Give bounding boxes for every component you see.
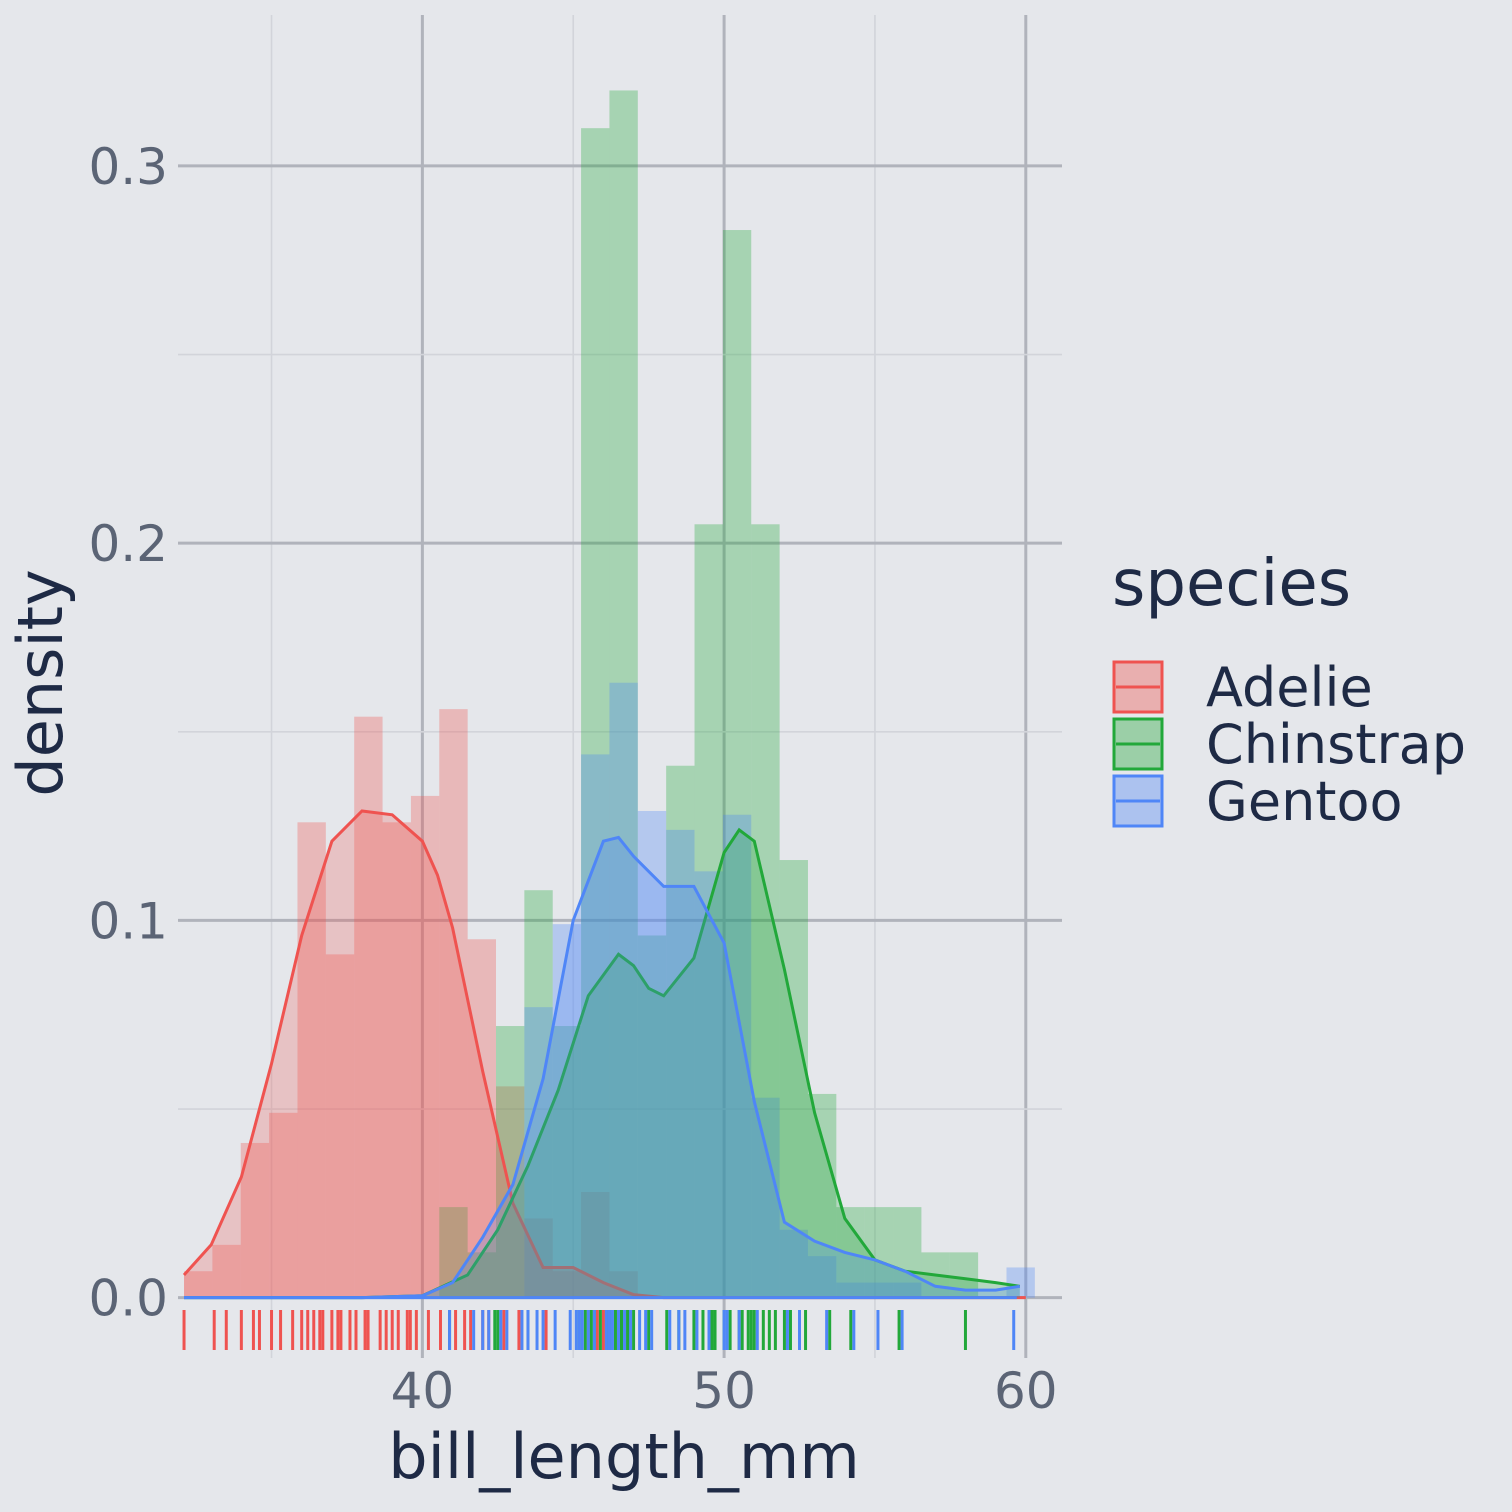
grid: [178, 15, 1062, 1358]
rug-marks: [182, 1310, 1016, 1350]
x-axis-title: bill_length_mm: [388, 1420, 859, 1493]
y-tick-label: 0.0: [88, 1270, 168, 1328]
x-tick-label: 60: [994, 1362, 1058, 1420]
histogram-bar-adelie: [240, 1142, 270, 1298]
histogram-bar-adelie: [325, 954, 355, 1298]
legend-label-adelie: Adelie: [1206, 656, 1373, 719]
y-axis-title: density: [4, 569, 77, 796]
histogram-bar-gentoo: [666, 829, 695, 1298]
histogram-bar-gentoo: [581, 754, 610, 1298]
histogram-bar-adelie: [439, 709, 468, 1298]
histogram-bar-chinstrap: [779, 860, 808, 1298]
histogram-bar-gentoo: [637, 810, 667, 1298]
y-tick-label: 0.3: [88, 138, 168, 196]
legend-title: species: [1112, 547, 1351, 621]
legend-label-chinstrap: Chinstrap: [1206, 713, 1466, 776]
density-area-adelie: [184, 811, 1026, 1298]
histogram-bar-chinstrap: [467, 1252, 496, 1298]
histogram-bar-gentoo: [864, 1282, 894, 1298]
histogram-bar-adelie: [269, 1112, 298, 1298]
histogram-bar-adelie: [410, 795, 440, 1298]
density-line-gentoo: [184, 835, 1021, 1300]
histogram-bar-chinstrap: [893, 1207, 922, 1298]
histogram-bar-gentoo: [779, 1229, 808, 1298]
histogram-bar-adelie: [382, 822, 411, 1298]
histogram-bar-adelie: [184, 1271, 213, 1298]
density-area-chinstrap: [184, 829, 1020, 1298]
density-line-adelie: [182, 809, 1026, 1300]
histogram-bar-gentoo: [609, 682, 638, 1298]
density-area-gentoo: [184, 837, 1020, 1298]
histogram-bar-gentoo: [1006, 1267, 1035, 1298]
histogram-bar-chinstrap: [666, 765, 695, 1298]
histogram-bar-chinstrap: [552, 1026, 582, 1298]
density-curves: [182, 809, 1026, 1300]
histogram-bar-adelie: [552, 1271, 582, 1298]
histogram-bar-chinstrap: [722, 230, 752, 1298]
axis-ticks: 40 50 60 0.0 0.1 0.2 0.3: [88, 138, 1057, 1420]
legend-label-gentoo: Gentoo: [1206, 770, 1403, 833]
histogram-bar-gentoo: [751, 1097, 780, 1298]
histogram-bar-chinstrap: [807, 1093, 837, 1298]
y-tick-label: 0.2: [88, 515, 168, 573]
x-tick-label: 50: [692, 1362, 756, 1420]
histogram-bar-gentoo: [836, 1282, 865, 1298]
y-tick-label: 0.1: [88, 892, 168, 950]
x-tick-label: 40: [391, 1362, 455, 1420]
histogram-bar-gentoo: [552, 924, 582, 1298]
histogram-bar-chinstrap: [751, 524, 780, 1298]
histogram-bar-adelie: [212, 1244, 241, 1298]
histogram-bar-chinstrap: [609, 90, 638, 1298]
histogram-bar-gentoo: [807, 1256, 837, 1298]
histogram-bar-gentoo: [893, 1282, 922, 1298]
histogram-bar-chinstrap: [581, 128, 610, 1298]
